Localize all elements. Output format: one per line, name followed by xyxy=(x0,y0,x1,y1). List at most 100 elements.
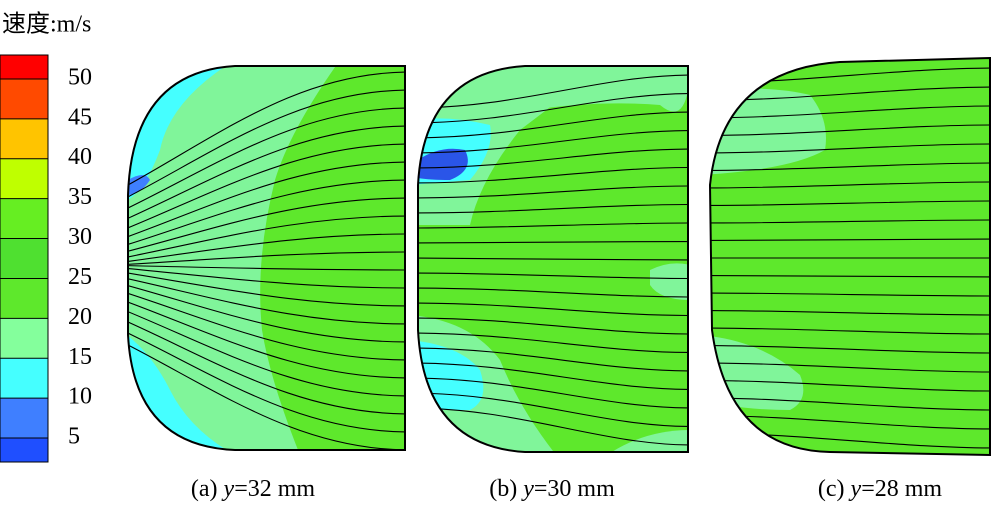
streamline xyxy=(128,89,405,198)
field-region xyxy=(650,263,688,300)
streamline xyxy=(128,215,405,258)
captions: (a) y=32 mm (b) y=30 mm (c) y=28 mm xyxy=(191,476,943,502)
streamline xyxy=(710,274,990,278)
colorbar-band xyxy=(0,198,48,239)
streamline xyxy=(710,327,990,335)
streamline xyxy=(418,166,688,184)
streamline xyxy=(128,344,405,450)
caption-variable: y xyxy=(849,476,862,502)
streamline xyxy=(128,285,405,343)
streamline xyxy=(418,302,688,317)
colorbar-tick-label: 40 xyxy=(68,144,92,170)
streamline xyxy=(710,309,990,316)
streamline xyxy=(710,362,990,373)
colorbar-tick-label: 50 xyxy=(68,64,92,90)
colorbar-band xyxy=(0,158,48,199)
field-region xyxy=(530,66,688,112)
streamline xyxy=(128,71,405,186)
colorbar-band xyxy=(0,398,48,439)
streamline xyxy=(710,105,990,119)
colorbar-band xyxy=(0,318,48,359)
streamline xyxy=(418,185,688,199)
colorbar-band xyxy=(0,238,48,279)
streamline xyxy=(128,278,405,325)
panel-a xyxy=(127,65,406,451)
field-region xyxy=(600,430,688,452)
colorbar: 5 10 15 20 25 30 35 40 45 50 xyxy=(0,54,92,463)
streamline xyxy=(128,179,405,245)
caption-rest: =30 mm xyxy=(534,476,615,502)
colorbar-band xyxy=(0,278,48,319)
streamline xyxy=(128,233,405,262)
streamline xyxy=(128,197,405,252)
colorbar-tick-label: 35 xyxy=(68,184,92,210)
streamline xyxy=(418,222,688,229)
streamline xyxy=(418,392,688,428)
field-region xyxy=(418,66,610,225)
streamline xyxy=(418,92,688,124)
streamline xyxy=(128,161,405,238)
streamline xyxy=(128,332,405,433)
streamline xyxy=(128,265,405,271)
colorbar-tick-label: 20 xyxy=(68,304,92,330)
streamline xyxy=(128,143,405,229)
colorbar-band xyxy=(0,118,48,159)
streamline xyxy=(128,125,405,219)
streamline xyxy=(418,148,688,169)
streamline xyxy=(128,321,405,415)
field-region xyxy=(418,148,468,180)
streamline xyxy=(418,332,688,354)
streamline xyxy=(128,311,405,397)
colorbar-band xyxy=(0,55,48,79)
panel-b xyxy=(417,65,689,453)
streamline xyxy=(418,407,688,446)
streamline xyxy=(710,219,990,224)
caption-prefix: (c) xyxy=(818,476,845,502)
streamline xyxy=(418,111,688,139)
streamline xyxy=(128,292,405,361)
streamline xyxy=(710,162,990,172)
streamline xyxy=(128,272,405,307)
streamline xyxy=(418,240,688,244)
colorbar-title: 速度:m/s xyxy=(2,11,91,38)
streamline xyxy=(128,251,405,265)
caption-prefix: (a) xyxy=(191,476,218,502)
streamline xyxy=(418,347,688,372)
caption-rest: =32 mm xyxy=(234,476,315,502)
streamline xyxy=(418,129,688,154)
caption-variable: y xyxy=(521,476,534,502)
colorbar-tick-label: 45 xyxy=(68,104,92,130)
caption-rest: =28 mm xyxy=(861,476,942,502)
streamline xyxy=(418,377,688,409)
colorbar-band xyxy=(0,78,48,119)
streamline xyxy=(710,397,990,411)
streamline xyxy=(418,257,688,261)
panels xyxy=(127,56,991,457)
streamline xyxy=(418,362,688,391)
streamline xyxy=(418,74,688,109)
panel-caption: (b) y=30 mm xyxy=(489,476,615,502)
streamline xyxy=(710,181,990,189)
streamline xyxy=(418,317,688,335)
colorbar-tick-label: 10 xyxy=(68,384,92,410)
caption-prefix: (b) xyxy=(489,476,517,502)
colorbar-band xyxy=(0,438,48,462)
streamline xyxy=(710,344,990,354)
streamline xyxy=(710,143,990,154)
streamline xyxy=(418,203,688,214)
panel-caption: (a) y=32 mm xyxy=(191,476,316,502)
streamline xyxy=(128,301,405,379)
streamline xyxy=(710,292,990,297)
colorbar-band xyxy=(0,358,48,399)
colorbar-frame xyxy=(0,54,49,463)
colorbar-tick-label: 25 xyxy=(68,264,92,290)
colorbar-tick-label: 30 xyxy=(68,224,92,250)
streamline xyxy=(418,287,688,298)
colorbar-tick-label: 5 xyxy=(68,424,80,450)
streamline xyxy=(128,107,405,209)
panel-c xyxy=(708,56,991,457)
streamline xyxy=(128,268,405,289)
caption-variable: y xyxy=(222,476,235,502)
streamline xyxy=(710,238,990,242)
